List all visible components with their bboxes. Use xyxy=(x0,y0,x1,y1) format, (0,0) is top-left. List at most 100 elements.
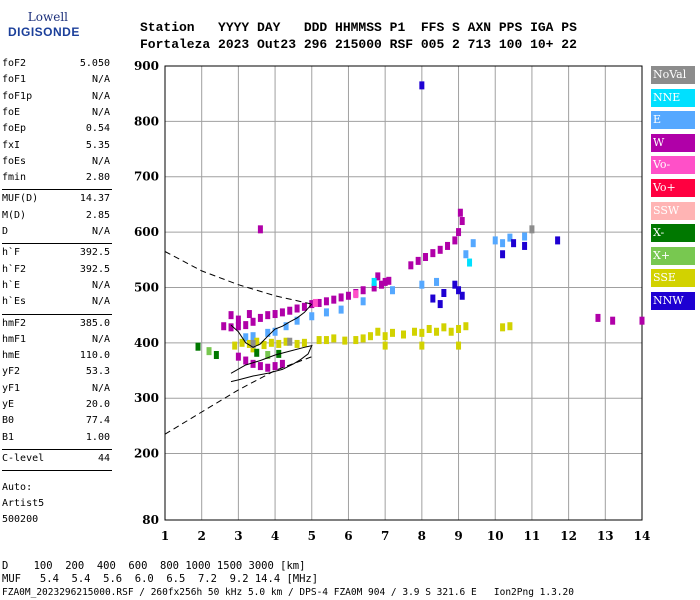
trace-point-w xyxy=(338,293,344,302)
param-value: 5.050 xyxy=(79,58,110,69)
param-fof2: foF2 5.050 xyxy=(2,58,110,74)
y-tick-label: 800 xyxy=(134,114,159,128)
x-tick-label: 8 xyxy=(418,529,426,543)
legend-item-vo-: Vo- xyxy=(651,156,695,175)
trace-point-w xyxy=(257,313,263,322)
parameter-separator xyxy=(2,243,112,245)
trace-point-w xyxy=(246,310,252,319)
trace-point-w xyxy=(331,295,337,304)
trace-point-w xyxy=(250,359,256,368)
trace-point-sse xyxy=(456,341,462,350)
param-h-f2: h`F2 392.5 xyxy=(2,264,110,280)
param-h-f: h`F 392.5 xyxy=(2,247,110,263)
param-value: 14.37 xyxy=(79,193,110,205)
trace-point-e xyxy=(360,297,366,306)
x-tick-label: 7 xyxy=(381,529,389,543)
trace-point-sse xyxy=(426,324,432,333)
trace-point-w xyxy=(430,249,436,258)
trace-point-sse xyxy=(412,327,418,336)
trace-point-w xyxy=(243,321,249,330)
electron-density-profile xyxy=(230,344,313,383)
autoscale-info-2: 500200 xyxy=(2,514,39,526)
trace-point-e xyxy=(309,312,315,321)
header-values: Fortaleza 2023 Out23 296 215000 RSF 005 … xyxy=(140,37,577,52)
param-name: h`F2 xyxy=(2,263,27,275)
param-value: N/A xyxy=(91,74,110,86)
param-name: h`E xyxy=(2,279,21,291)
param-name: D xyxy=(2,226,9,237)
trace-point-w xyxy=(323,297,329,306)
param-yf2: yF2 53.3 xyxy=(2,366,110,382)
param-value: 77.4 xyxy=(85,415,110,427)
trace-point-w xyxy=(371,283,377,292)
legend-item-x-: X- xyxy=(651,224,695,243)
trace-point-e xyxy=(283,322,289,331)
trace-point-noval xyxy=(250,339,256,348)
trace-point-w xyxy=(301,302,307,311)
plot-frame xyxy=(164,65,643,521)
trace-point-w xyxy=(250,317,256,326)
trace-point-w xyxy=(279,308,285,317)
trace-point-e xyxy=(294,316,300,325)
trace-point-e xyxy=(272,327,278,336)
trace-point-w xyxy=(445,241,451,250)
trace-point-sse xyxy=(342,336,348,345)
trace-point-e xyxy=(500,239,506,248)
trace-point-sse xyxy=(389,328,395,337)
trace-point-x- xyxy=(265,351,271,360)
trace-point-e xyxy=(507,233,513,242)
trace-point-sse xyxy=(463,322,469,331)
trace-point-w xyxy=(610,316,616,325)
trace-point-w xyxy=(221,322,227,331)
trace-point-sse xyxy=(434,327,440,336)
trace-point-sse xyxy=(283,337,289,346)
trace-point-w xyxy=(235,352,241,361)
trace-point-sse xyxy=(276,339,282,348)
trace-point-sse xyxy=(254,337,260,346)
param-value: N/A xyxy=(91,382,110,394)
x-tick-label: 11 xyxy=(524,529,541,543)
y-tick-label: 900 xyxy=(134,59,159,73)
trace-point-w xyxy=(595,313,601,322)
trace-point-sse xyxy=(382,332,388,341)
echo-trace-fit-line xyxy=(230,303,313,348)
param-fof1p: foF1p N/A xyxy=(2,91,110,107)
param-value: 2.80 xyxy=(85,172,110,184)
trace-point-w xyxy=(265,311,271,320)
trace-point-x- xyxy=(254,348,260,357)
trace-point-sse xyxy=(301,338,307,347)
x-tick-label: 6 xyxy=(344,529,352,543)
trace-point-sse xyxy=(239,338,245,347)
trace-point-w xyxy=(279,359,285,368)
trace-point-sse xyxy=(316,336,322,345)
param-value: 1.00 xyxy=(85,431,110,443)
trace-point-w xyxy=(272,362,278,371)
x-tick-label: 5 xyxy=(308,529,316,543)
trace-point-w xyxy=(459,217,465,226)
trace-point-w xyxy=(457,208,463,217)
x-tick-label: 14 xyxy=(634,529,651,543)
trace-point-sse xyxy=(232,341,238,350)
trace-point-sse xyxy=(507,322,513,331)
legend-item-noval: NoVal xyxy=(651,66,695,84)
y-tick-label: 200 xyxy=(134,447,159,461)
x-tick-label: 4 xyxy=(271,529,279,543)
trace-point-vo- xyxy=(353,290,359,299)
trace-point-e xyxy=(463,250,469,259)
trace-point-e xyxy=(323,308,329,317)
trace-point-w xyxy=(382,277,388,286)
param-name: MUF(D) xyxy=(2,193,39,205)
trace-point-e xyxy=(419,280,425,289)
trace-point-w xyxy=(257,362,263,371)
trace-point-w xyxy=(235,315,241,324)
trace-point-e xyxy=(338,305,344,314)
profile-lower-bound-line xyxy=(164,356,312,435)
param-h-e: h`E N/A xyxy=(2,280,110,296)
param-name: fmin xyxy=(2,172,27,184)
trace-point-nnw xyxy=(441,289,447,297)
trace-point-w xyxy=(309,300,315,309)
trace-point-w xyxy=(639,316,645,325)
param-name: yF2 xyxy=(2,366,21,378)
trace-point-e xyxy=(250,332,256,341)
trace-point-e xyxy=(470,239,476,248)
